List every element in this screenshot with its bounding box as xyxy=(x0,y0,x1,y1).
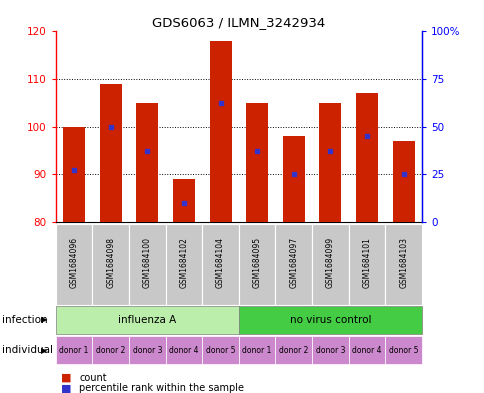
Bar xyxy=(312,336,348,364)
Text: donor 2: donor 2 xyxy=(96,346,125,354)
Bar xyxy=(92,336,129,364)
Bar xyxy=(63,127,85,222)
Bar xyxy=(348,336,385,364)
Text: individual: individual xyxy=(2,345,53,355)
Bar xyxy=(202,224,239,305)
Bar xyxy=(100,84,121,222)
Text: GSM1684102: GSM1684102 xyxy=(179,237,188,288)
Bar xyxy=(202,336,239,364)
Bar xyxy=(56,336,92,364)
Text: donor 2: donor 2 xyxy=(278,346,308,354)
Bar xyxy=(136,103,158,222)
Text: GSM1684103: GSM1684103 xyxy=(398,237,408,288)
Bar xyxy=(173,179,195,222)
Bar xyxy=(239,306,421,334)
Title: GDS6063 / ILMN_3242934: GDS6063 / ILMN_3242934 xyxy=(152,16,325,29)
Bar xyxy=(129,224,166,305)
Text: donor 4: donor 4 xyxy=(169,346,198,354)
Bar xyxy=(239,224,275,305)
Text: influenza A: influenza A xyxy=(118,315,176,325)
Bar xyxy=(384,224,421,305)
Bar xyxy=(166,336,202,364)
Bar xyxy=(56,224,92,305)
Bar xyxy=(384,336,421,364)
Text: GSM1684095: GSM1684095 xyxy=(252,237,261,288)
Text: count: count xyxy=(79,373,106,383)
Text: GSM1684101: GSM1684101 xyxy=(362,237,371,288)
Text: GSM1684100: GSM1684100 xyxy=(142,237,151,288)
Bar xyxy=(282,136,304,222)
Bar xyxy=(129,336,166,364)
Text: donor 4: donor 4 xyxy=(351,346,381,354)
Bar xyxy=(92,224,129,305)
Bar xyxy=(56,306,239,334)
Text: donor 3: donor 3 xyxy=(315,346,345,354)
Text: GSM1684097: GSM1684097 xyxy=(288,237,298,288)
Text: GSM1684104: GSM1684104 xyxy=(215,237,225,288)
Bar xyxy=(319,103,341,222)
Text: ▶: ▶ xyxy=(41,316,47,324)
Bar xyxy=(312,224,348,305)
Text: GSM1684098: GSM1684098 xyxy=(106,237,115,288)
Text: percentile rank within the sample: percentile rank within the sample xyxy=(79,383,243,393)
Bar xyxy=(275,224,312,305)
Bar xyxy=(392,141,414,222)
Text: donor 3: donor 3 xyxy=(132,346,162,354)
Bar xyxy=(355,94,377,222)
Text: ■: ■ xyxy=(60,383,71,393)
Bar xyxy=(348,224,385,305)
Text: ▶: ▶ xyxy=(41,346,47,354)
Text: no virus control: no virus control xyxy=(289,315,370,325)
Text: donor 1: donor 1 xyxy=(59,346,89,354)
Text: donor 5: donor 5 xyxy=(205,346,235,354)
Text: donor 5: donor 5 xyxy=(388,346,418,354)
Bar xyxy=(209,41,231,222)
Bar xyxy=(166,224,202,305)
Bar xyxy=(275,336,312,364)
Text: ■: ■ xyxy=(60,373,71,383)
Text: infection: infection xyxy=(2,315,48,325)
Text: donor 1: donor 1 xyxy=(242,346,272,354)
Bar xyxy=(246,103,268,222)
Text: GSM1684096: GSM1684096 xyxy=(69,237,78,288)
Bar xyxy=(239,336,275,364)
Text: GSM1684099: GSM1684099 xyxy=(325,237,334,288)
